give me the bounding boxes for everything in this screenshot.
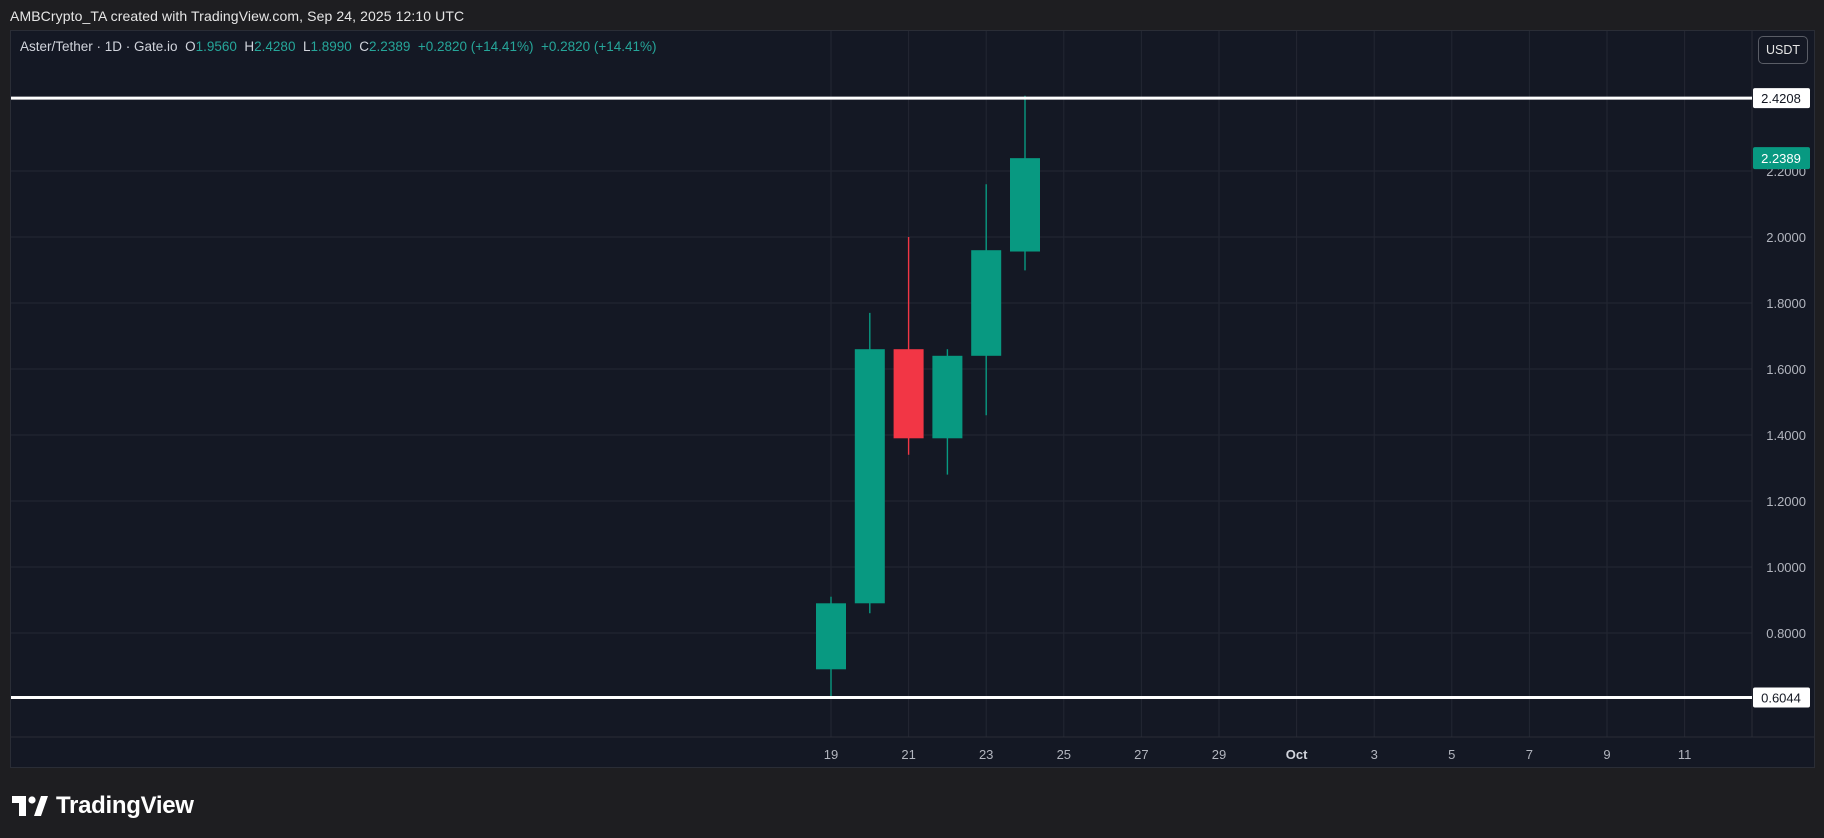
y-tick-label: 1.8000 (1766, 296, 1806, 311)
x-tick-label: 29 (1212, 747, 1226, 762)
candle (971, 184, 1002, 416)
close-label: C (359, 39, 370, 54)
candle (932, 349, 963, 475)
candle-body (816, 603, 846, 670)
open-label: O (185, 39, 196, 54)
change-value-secondary: +0.2820 (+14.41%) (540, 39, 657, 54)
candle (1010, 95, 1040, 271)
open-value: 1.9560 (195, 39, 237, 54)
x-tick-label: 5 (1448, 747, 1455, 762)
y-tick-label: 0.8000 (1766, 626, 1806, 641)
x-tick-label: 9 (1603, 747, 1610, 762)
x-tick-label: 7 (1526, 747, 1533, 762)
x-tick-label: 27 (1134, 747, 1148, 762)
candle (854, 312, 885, 614)
symbol-legend: Aster/Tether · 1D · Gate.io O1.9560 H2.4… (20, 39, 657, 54)
low-label: L (302, 39, 311, 54)
y-tick-label: 1.4000 (1766, 428, 1806, 443)
change-value: +0.2820 (+14.41%) (417, 39, 534, 54)
candle (816, 596, 846, 699)
candle-body (893, 349, 924, 439)
logo-text: TradingView (56, 792, 194, 819)
high-value: 2.4280 (254, 39, 296, 54)
x-axis: 19 21 23 25 27 29 Oct 3 5 7 9 11 (824, 747, 1692, 762)
x-tick-label: 11 (1678, 747, 1692, 762)
x-tick-label: 19 (824, 747, 838, 762)
x-tick-label: Oct (1286, 747, 1308, 762)
horizontal-levels: 2.4208 0.6044 2.2389 (11, 88, 1810, 708)
x-tick-label: 23 (979, 747, 993, 762)
y-tick-label: 1.0000 (1766, 560, 1806, 575)
candle-body (1010, 158, 1040, 252)
tradingview-logo[interactable]: TradingView (12, 792, 194, 820)
x-tick-label: 21 (901, 747, 915, 762)
y-tick-label: 1.6000 (1766, 362, 1806, 377)
y-axis: 0.8000 1.0000 1.2000 1.4000 1.6000 1.8000 2.00… (1766, 164, 1806, 641)
level-label-box (1753, 88, 1810, 109)
x-tick-label: 3 (1371, 747, 1378, 762)
level-label-box (1753, 687, 1810, 708)
low-value: 1.8990 (310, 39, 352, 54)
high-label: H (244, 39, 255, 54)
level-label: 2.4208 (1761, 91, 1801, 106)
candles (816, 95, 1040, 699)
candle-body (854, 349, 885, 604)
tradingview-logo-icon (12, 796, 48, 816)
y-tick-label: 2.0000 (1766, 230, 1806, 245)
close-value: 2.2389 (369, 39, 411, 54)
candle (893, 237, 924, 455)
chart-credit: AMBCrypto_TA created with TradingView.co… (10, 8, 465, 24)
level-label: 0.6044 (1761, 691, 1801, 706)
currency-button[interactable]: USDT (1758, 36, 1808, 64)
last-price-label: 2.2389 (1761, 151, 1801, 166)
x-tick-label: 25 (1057, 747, 1071, 762)
y-tick-label: 1.2000 (1766, 494, 1806, 509)
grid-lines (11, 31, 1815, 738)
candle-body (932, 355, 963, 439)
last-price-tag (1753, 147, 1810, 170)
symbol-name: Aster/Tether · 1D · Gate.io (20, 39, 178, 54)
candle-body (971, 250, 1002, 356)
